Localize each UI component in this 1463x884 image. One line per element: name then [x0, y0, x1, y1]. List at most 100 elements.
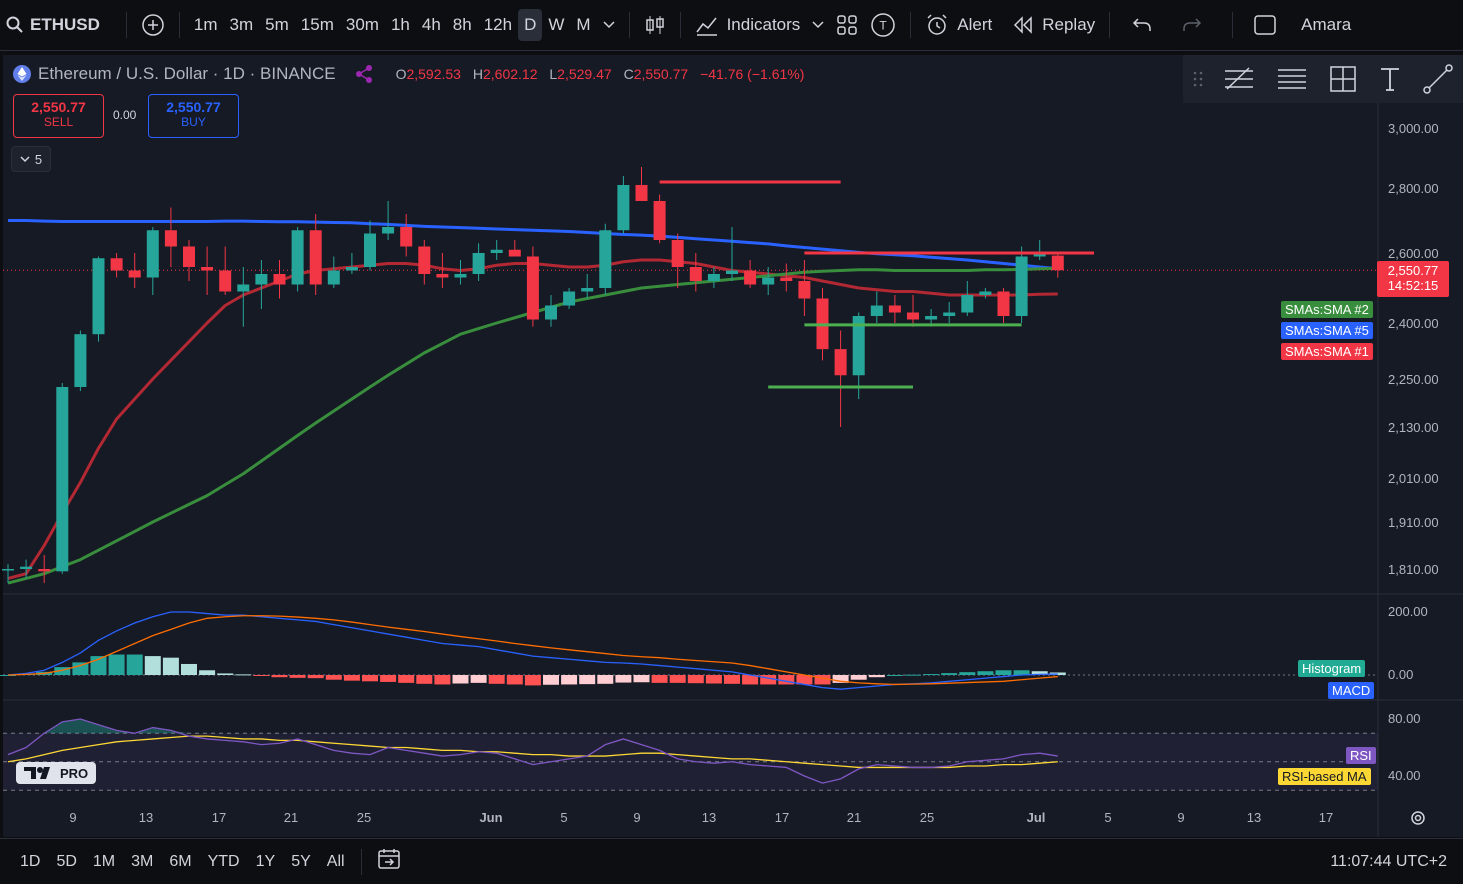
histogram-bar	[343, 675, 360, 681]
price-axis-label: 2,250.00	[1388, 372, 1439, 387]
sell-button[interactable]: 2,550.77 SELL	[13, 94, 104, 138]
interval-30m[interactable]: 30m	[345, 15, 379, 34]
histogram-bar	[144, 656, 161, 675]
symbol-search[interactable]: ETHUSD	[0, 9, 106, 41]
drag-handle-icon[interactable]	[1193, 70, 1203, 88]
interval-W[interactable]: W	[548, 15, 565, 34]
buy-button[interactable]: 2,550.77 BUY	[148, 94, 239, 138]
interval-1h[interactable]: 1h	[390, 15, 410, 34]
candle-body	[110, 258, 123, 271]
high-label: H	[472, 66, 483, 82]
tv-logo-icon	[24, 767, 50, 779]
trend-line-icon[interactable]	[1423, 64, 1453, 94]
interval-3m[interactable]: 3m	[229, 15, 254, 34]
parallel-channel-icon[interactable]	[1276, 65, 1308, 93]
interval-1m[interactable]: 1m	[193, 15, 218, 34]
range-list: 1D 5D 1M 3M 6M YTD 1Y 5Y All	[12, 853, 353, 871]
candle-body	[943, 312, 956, 316]
indicators-dropdown[interactable]	[806, 9, 830, 41]
redo-button[interactable]	[1176, 9, 1208, 41]
undo-icon	[1133, 18, 1151, 31]
share-icon[interactable]	[354, 64, 374, 84]
interval-5m[interactable]: 5m	[265, 15, 289, 34]
range-3m[interactable]: 3M	[131, 852, 154, 870]
undo-button[interactable]	[1126, 9, 1158, 41]
range-5y[interactable]: 5Y	[291, 852, 311, 870]
interval-15m[interactable]: 15m	[300, 15, 334, 34]
time-axis-label: 9	[633, 810, 640, 825]
candle-body	[38, 569, 51, 572]
time-axis-label: 17	[212, 810, 226, 825]
range-ytd[interactable]: YTD	[207, 852, 240, 870]
histogram-bar	[108, 654, 125, 675]
time-axis-label: 5	[1104, 810, 1111, 825]
candle-body	[581, 288, 594, 292]
divider	[679, 12, 681, 38]
candle-body	[888, 305, 901, 313]
histogram-bar	[923, 674, 940, 676]
candle-body	[635, 185, 648, 201]
text-tool-icon[interactable]	[1378, 65, 1402, 93]
candle-body	[526, 256, 539, 320]
price-axis-label: 2,800.00	[1388, 181, 1439, 196]
indicators-collapse-button[interactable]: 5	[11, 146, 51, 172]
layout-button[interactable]	[830, 9, 864, 41]
candle-body	[418, 246, 431, 274]
range-1y[interactable]: 1Y	[255, 852, 276, 870]
histogram-bar	[488, 675, 505, 684]
interval-M[interactable]: M	[576, 15, 591, 34]
date-range-button[interactable]	[376, 847, 402, 876]
template-button[interactable]: T	[864, 9, 902, 41]
clock[interactable]: 11:07:44 UTC+2	[1330, 852, 1447, 870]
alert-button[interactable]: Alert	[919, 9, 998, 41]
candle-body	[599, 230, 612, 288]
range-5d[interactable]: 5D	[56, 852, 77, 870]
candle-body	[400, 227, 413, 247]
measure-icon[interactable]	[1328, 64, 1358, 94]
histogram-bar	[705, 675, 722, 684]
candle-body	[454, 274, 467, 278]
fib-retracement-icon[interactable]	[1223, 65, 1255, 93]
interval-4h[interactable]: 4h	[421, 15, 441, 34]
add-symbol-button[interactable]	[135, 9, 171, 41]
histogram-bar	[669, 675, 686, 683]
replay-button[interactable]: Replay	[1006, 9, 1101, 41]
time-axis-label: Jul	[1027, 810, 1046, 825]
change-value: −41.76 (−1.61%)	[700, 66, 805, 82]
range-1d[interactable]: 1D	[20, 852, 41, 870]
indicators-button[interactable]: Indicators	[689, 9, 807, 41]
histogram-bar	[778, 675, 795, 685]
t-circle-icon: T	[871, 13, 896, 37]
gear-icon[interactable]	[1408, 808, 1428, 828]
candle-body	[345, 267, 358, 271]
candle-body	[201, 267, 214, 271]
histogram-bar	[941, 673, 958, 675]
macd-tag: MACD	[1328, 682, 1375, 699]
grid-icon	[837, 15, 858, 35]
histogram-bar	[543, 675, 559, 685]
interval-8h[interactable]: 8h	[452, 15, 472, 34]
candles-icon	[645, 16, 664, 34]
user-menu[interactable]: Amara	[1295, 9, 1357, 41]
candle-body	[92, 258, 105, 335]
fullscreen-button[interactable]	[1247, 9, 1283, 41]
chart-area[interactable]	[3, 55, 1463, 837]
interval-dropdown[interactable]	[597, 9, 621, 41]
interval-D[interactable]: D	[518, 9, 543, 41]
histogram-bar	[54, 667, 71, 675]
interval-12h[interactable]: 12h	[483, 15, 513, 34]
histogram-tag: Histogram	[1298, 660, 1366, 677]
chart-type-button[interactable]	[638, 9, 672, 41]
histogram-bar	[199, 670, 216, 675]
candle-body	[707, 274, 720, 281]
candle-body	[545, 305, 557, 320]
range-all[interactable]: All	[326, 852, 345, 870]
candle-body	[219, 270, 232, 292]
tradingview-logo[interactable]: PRO	[16, 762, 97, 784]
price-axis-label: 2,130.00	[1388, 420, 1439, 435]
range-6m[interactable]: 6M	[169, 852, 192, 870]
histogram-bar	[995, 670, 1012, 675]
range-1m[interactable]: 1M	[92, 852, 116, 870]
indicators-label: Indicators	[726, 15, 801, 34]
